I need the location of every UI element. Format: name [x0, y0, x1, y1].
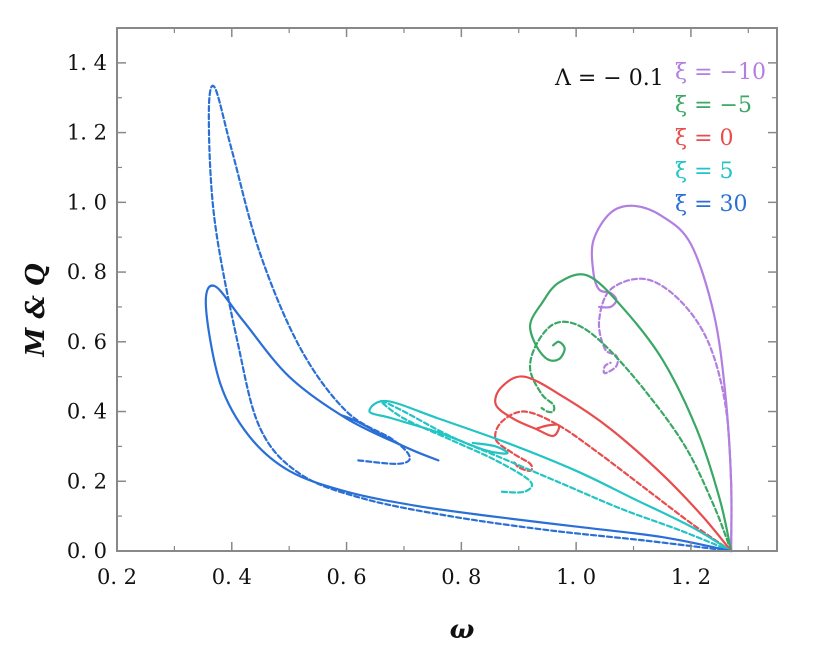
- series-layer: [204, 84, 733, 553]
- y-tick-label: 1. 2: [67, 121, 107, 145]
- legend-entry: ξ = 5: [675, 159, 734, 184]
- x-axis-title: ω: [450, 615, 475, 645]
- y-axis-title: M & Q: [21, 263, 51, 357]
- series-line-2-solid: [528, 273, 733, 553]
- series-line-7-dashed: [379, 399, 733, 553]
- series-line-6-solid: [368, 399, 733, 553]
- lambda-annotation: Λ = − 0.1: [554, 66, 664, 91]
- series-line-1-dashed: [597, 277, 733, 553]
- axes-layer: 0. 2 0. 4 0. 6 0. 8 1. 0 1. 20. 00. 20. 40. 6…: [67, 27, 778, 589]
- legend-entry: ξ = 30: [675, 192, 748, 217]
- y-tick-label: 0. 2: [67, 469, 107, 493]
- legend-entry: ξ = −10: [675, 60, 766, 85]
- y-tick-label: 0. 4: [67, 400, 107, 424]
- legend-entry: ξ = 0: [675, 126, 734, 151]
- series-line-8-solid: [204, 284, 733, 553]
- series-line-3-dashed: [528, 320, 733, 553]
- legend-entry: ξ = −5: [675, 93, 752, 118]
- legend: ξ = −10 ξ = −5 ξ = 0 ξ = 5 ξ = 30: [675, 60, 766, 217]
- series-line-0-solid: [590, 204, 733, 553]
- y-tick-label: 0. 8: [67, 260, 107, 284]
- y-tick-label: 1. 0: [67, 190, 107, 214]
- x-tick-label: 0. 2: [97, 565, 137, 589]
- y-tick-label: 1. 4: [67, 51, 107, 75]
- x-tick-label: 1. 2: [671, 565, 711, 589]
- series-line-9-dashed: [207, 84, 733, 553]
- x-tick-label: 0. 4: [212, 565, 252, 589]
- plot-frame: [116, 27, 778, 552]
- y-tick-label: 0. 6: [67, 330, 107, 354]
- x-tick-label: 0. 8: [441, 565, 481, 589]
- x-tick-label: 1. 0: [556, 565, 596, 589]
- x-tick-label: 0. 6: [327, 565, 367, 589]
- y-tick-label: 0. 0: [67, 539, 107, 563]
